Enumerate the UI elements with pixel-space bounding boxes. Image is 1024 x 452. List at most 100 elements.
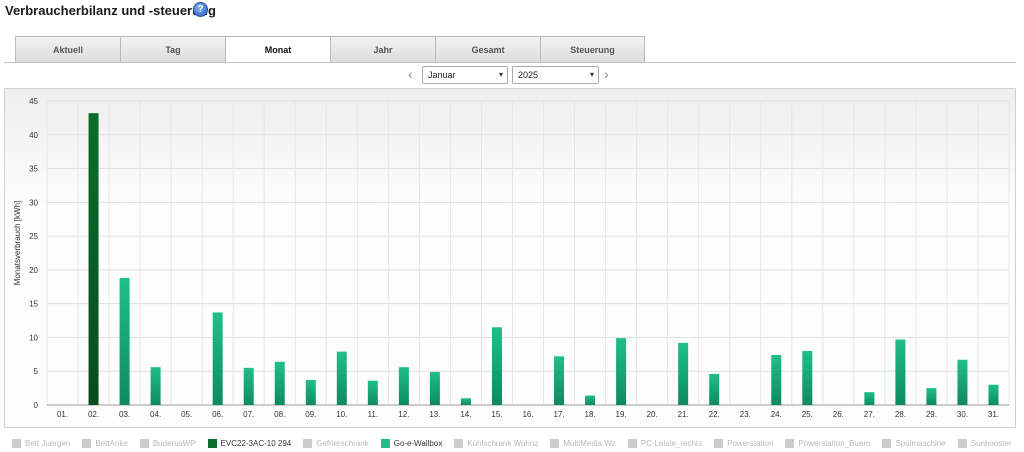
legend-swatch (882, 438, 892, 448)
legend-swatch (454, 438, 464, 448)
legend-swatch (550, 438, 560, 448)
bar (678, 342, 689, 405)
year-select[interactable]: 2025 ▾ (512, 66, 599, 84)
x-tick-label: 03. (119, 410, 130, 419)
x-tick-label: 27. (864, 410, 875, 419)
tab-tag[interactable]: Tag (120, 36, 225, 63)
x-tick-label: 10. (336, 410, 347, 419)
x-tick-label: 11. (368, 410, 379, 419)
help-icon[interactable]: ? (193, 2, 208, 17)
bar (585, 395, 596, 405)
legend-label: EVC22-3AC-10 294 (220, 438, 292, 448)
page-title: Verbraucherbilanz und -steuerung (5, 3, 216, 18)
x-tick-label: 24. (771, 410, 782, 419)
legend-swatch (785, 438, 795, 448)
legend-label: MultiMedia Wz (563, 438, 616, 448)
x-tick-label: 18. (585, 410, 596, 419)
bar (895, 339, 906, 405)
legend-label: Go-e-Wallbox (393, 438, 443, 448)
chart-legend: Bett Juergen BettAnke BuderusWP EVC22-3AC-1… (12, 436, 1024, 450)
bar (554, 356, 565, 405)
legend-item[interactable]: Powerstation (714, 436, 773, 450)
tab-aktuell[interactable]: Aktuell (15, 36, 120, 63)
legend-label: Spülmaschine (895, 438, 946, 448)
month-select-value: Januar (428, 70, 456, 80)
y-axis-title: Monatsverbrauch [kWh] (13, 201, 22, 285)
bar (988, 384, 999, 405)
x-tick-label: 01. (57, 410, 68, 419)
legend-item[interactable]: Sunbooster (957, 436, 1012, 450)
legend-item[interactable]: Bett Juergen (12, 436, 70, 450)
x-tick-label: 09. (305, 410, 316, 419)
legend-label: Bett Juergen (25, 438, 71, 448)
legend-label: Gefrierschrank (316, 438, 369, 448)
y-tick-label: 35 (29, 165, 38, 174)
legend-item[interactable]: MultiMedia Wz (550, 436, 616, 450)
next-period-icon[interactable]: › (604, 66, 609, 82)
bar (119, 277, 130, 405)
bar (212, 312, 223, 405)
legend-item[interactable]: EVC22-3AC-10 294 (207, 436, 292, 450)
legend-swatch (957, 438, 967, 448)
legend-swatch (714, 438, 724, 448)
bar (398, 367, 409, 405)
tab-monat[interactable]: Monat (225, 36, 330, 64)
tab-gesamt[interactable]: Gesamt (435, 36, 540, 63)
legend-item[interactable]: BettAnke (82, 436, 128, 450)
bar (460, 398, 471, 405)
bar (957, 359, 968, 405)
legend-label: BuderusWP (152, 438, 196, 448)
legend-item[interactable]: Spülmaschine (882, 436, 946, 450)
legend-swatch (380, 438, 390, 448)
year-select-value: 2025 (518, 70, 539, 80)
x-tick-label: 16. (522, 410, 533, 419)
legend-swatch (627, 438, 637, 448)
x-tick-label: 20. (647, 410, 658, 419)
bar (491, 327, 502, 405)
legend-item[interactable]: Gefrierschrank (303, 436, 369, 450)
y-tick-label: 0 (34, 401, 39, 410)
x-tick-label: 08. (274, 410, 285, 419)
bar (88, 113, 99, 405)
y-tick-label: 5 (34, 367, 39, 376)
month-select[interactable]: Januar ▾ (422, 66, 508, 84)
x-tick-label: 13. (429, 410, 440, 419)
x-tick-label: 29. (926, 410, 937, 419)
y-tick-label: 20 (29, 266, 38, 275)
x-tick-label: 07. (243, 410, 254, 419)
bar (926, 388, 937, 405)
x-tick-label: 22. (709, 410, 720, 419)
legend-label: BettAnke (95, 438, 128, 448)
x-tick-label: 23. (740, 410, 751, 419)
bar (429, 371, 440, 405)
y-tick-label: 10 (29, 333, 38, 342)
x-tick-label: 04. (150, 410, 161, 419)
legend-item[interactable]: PC-Leiste_rechts (627, 436, 702, 450)
bar (336, 351, 347, 405)
prev-period-icon[interactable]: ‹ (408, 66, 413, 82)
x-tick-label: 02. (88, 410, 99, 419)
bar (305, 380, 316, 405)
bar (274, 361, 285, 405)
x-tick-label: 28. (895, 410, 906, 419)
bar (243, 367, 254, 405)
x-tick-label: 14. (460, 410, 471, 419)
x-tick-label: 30. (957, 410, 968, 419)
legend-swatch (139, 438, 149, 448)
legend-item[interactable]: Go-e-Wallbox (380, 436, 443, 450)
period-tabs: Aktuell Tag Monat Jahr Gesamt Steuerung (15, 36, 645, 64)
y-tick-label: 30 (29, 198, 38, 207)
legend-item[interactable]: Kühlschrank Wohnz (454, 436, 538, 450)
legend-swatch (207, 438, 217, 448)
y-tick-label: 40 (29, 131, 38, 140)
legend-item[interactable]: BuderusWP (139, 436, 196, 450)
x-tick-label: 06. (212, 410, 223, 419)
legend-item[interactable]: Powerstation_Buero (785, 436, 870, 450)
consumption-chart: 0 5 10 15 20 25 30 35 40 45 01. 02. 03. 04. 05. 06. 07. 0… (4, 88, 1016, 428)
tab-jahr[interactable]: Jahr (330, 36, 435, 63)
x-tick-label: 05. (181, 410, 192, 419)
legend-label: Sunbooster (970, 438, 1012, 448)
bar (864, 392, 875, 405)
tab-steuerung[interactable]: Steuerung (540, 36, 645, 63)
bar (150, 367, 161, 405)
